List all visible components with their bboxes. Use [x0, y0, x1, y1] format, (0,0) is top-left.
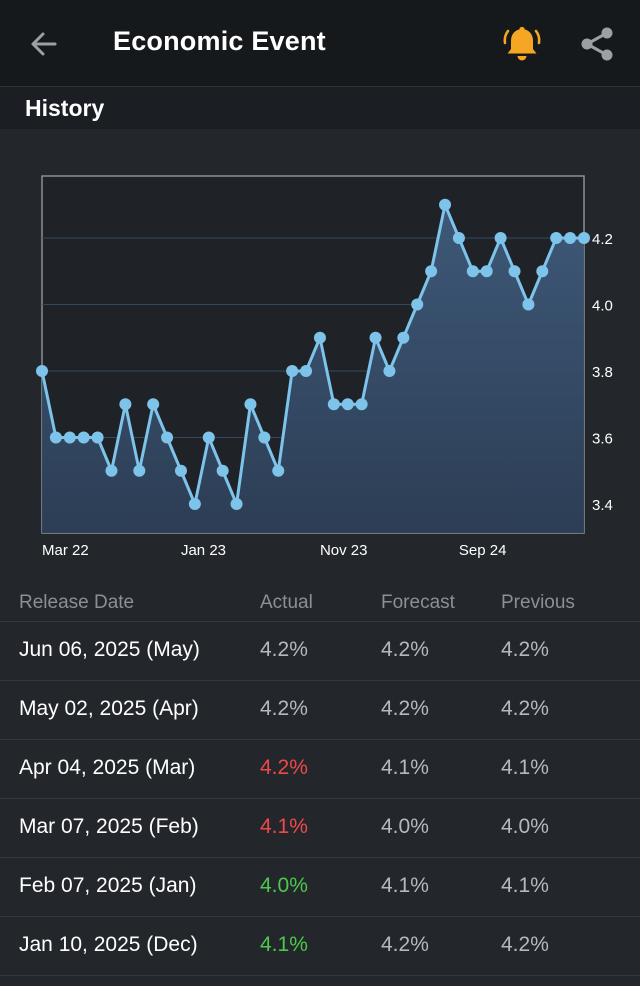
data-point[interactable]	[383, 365, 396, 377]
data-point[interactable]	[147, 398, 160, 411]
table-row[interactable]: Jun 06, 2025 (May) 4.2% 4.2% 4.2%	[0, 622, 640, 681]
data-point[interactable]	[161, 431, 174, 444]
series-line	[40, 203, 584, 506]
table-header: Release Date Actual Forecast Previous	[0, 584, 640, 622]
section-header: History	[0, 87, 640, 129]
data-point[interactable]	[258, 431, 271, 444]
forecast-value: 4.2%	[381, 697, 429, 720]
data-point[interactable]	[341, 398, 354, 411]
data-point[interactable]	[174, 464, 187, 477]
data-point[interactable]	[578, 232, 590, 244]
data-point[interactable]	[202, 431, 215, 444]
data-point[interactable]	[327, 398, 340, 411]
release-date: Apr 04, 2025 (Mar)	[19, 756, 196, 779]
app-bar: Economic Event	[0, 0, 640, 87]
x-tick-label: Sep 24	[459, 542, 507, 559]
actual-value: 4.2%	[260, 638, 308, 661]
release-date: Jan 10, 2025 (Dec)	[19, 933, 198, 956]
data-point[interactable]	[466, 265, 479, 278]
x-tick-label: Mar 22	[42, 542, 89, 559]
y-tick-label: 3.4	[592, 497, 613, 514]
data-point[interactable]	[494, 232, 507, 244]
data-point[interactable]	[480, 265, 493, 278]
table-row[interactable]: Apr 04, 2025 (Mar) 4.2% 4.1% 4.1%	[0, 740, 640, 799]
history-table: Release Date Actual Forecast Previous Ju…	[0, 584, 640, 976]
data-point[interactable]	[411, 298, 424, 311]
data-point[interactable]	[313, 331, 326, 344]
series-area	[42, 204, 584, 533]
previous-value: 4.1%	[501, 874, 549, 897]
data-point[interactable]	[244, 398, 257, 411]
data-point[interactable]	[36, 365, 48, 377]
header-release-date: Release Date	[19, 592, 135, 613]
data-point[interactable]	[272, 464, 285, 477]
previous-value: 4.2%	[501, 697, 549, 720]
previous-value: 4.0%	[501, 815, 549, 838]
history-chart-svg: 4.2 4.0 3.8 3.6 3.4 Mar 22 Jan 23 Nov 23 Sep 24	[36, 175, 613, 559]
page-title: Economic Event	[113, 26, 326, 56]
data-point[interactable]	[452, 232, 465, 244]
previous-value: 4.2%	[501, 933, 549, 956]
table-row[interactable]: Jan 10, 2025 (Dec) 4.1% 4.2% 4.2%	[0, 917, 640, 976]
data-point[interactable]	[300, 365, 313, 377]
arrow-left-icon[interactable]	[28, 28, 60, 60]
table-row[interactable]: May 02, 2025 (Apr) 4.2% 4.2% 4.2%	[0, 681, 640, 740]
history-chart: 4.2 4.0 3.8 3.6 3.4 Mar 22 Jan 23 Nov 23 Sep 24	[0, 130, 640, 575]
data-point[interactable]	[216, 464, 229, 477]
release-date: Feb 07, 2025 (Jan)	[19, 874, 197, 897]
x-tick-label: Nov 23	[320, 542, 368, 559]
bell-icon[interactable]	[500, 22, 544, 66]
header-forecast: Forecast	[381, 592, 455, 613]
data-point[interactable]	[119, 398, 132, 411]
data-point[interactable]	[355, 398, 368, 411]
previous-value: 4.2%	[501, 638, 549, 661]
header-previous: Previous	[501, 592, 575, 613]
forecast-value: 4.1%	[381, 874, 429, 897]
data-point[interactable]	[188, 498, 201, 510]
x-tick-label: Jan 23	[181, 542, 226, 559]
y-tick-label: 3.8	[592, 364, 613, 381]
previous-value: 4.1%	[501, 756, 549, 779]
release-date: May 02, 2025 (Apr)	[19, 697, 199, 720]
release-date: Jun 06, 2025 (May)	[19, 638, 200, 661]
table-row[interactable]: Feb 07, 2025 (Jan) 4.0% 4.1% 4.1%	[0, 858, 640, 917]
actual-value: 4.0%	[260, 874, 308, 897]
data-point[interactable]	[425, 265, 438, 278]
data-point[interactable]	[49, 431, 62, 444]
data-point[interactable]	[564, 232, 577, 244]
y-tick-label: 3.6	[592, 431, 613, 448]
data-point[interactable]	[77, 431, 90, 444]
data-point[interactable]	[105, 464, 118, 477]
forecast-value: 4.0%	[381, 815, 429, 838]
share-icon[interactable]	[578, 25, 616, 63]
data-point[interactable]	[286, 365, 299, 377]
actual-value: 4.1%	[260, 933, 308, 956]
actual-value: 4.1%	[260, 815, 308, 838]
forecast-value: 4.2%	[381, 933, 429, 956]
data-point[interactable]	[397, 331, 410, 344]
y-tick-label: 4.0	[592, 298, 613, 315]
data-point[interactable]	[536, 265, 549, 278]
data-point[interactable]	[508, 265, 521, 278]
data-point[interactable]	[63, 431, 76, 444]
actual-value: 4.2%	[260, 697, 308, 720]
data-point[interactable]	[230, 498, 243, 510]
data-point[interactable]	[133, 464, 146, 477]
data-point[interactable]	[369, 331, 382, 344]
section-title: History	[25, 95, 105, 121]
data-point[interactable]	[91, 431, 104, 444]
forecast-value: 4.1%	[381, 756, 429, 779]
data-point[interactable]	[522, 298, 535, 311]
y-tick-label: 4.2	[592, 231, 613, 248]
data-point[interactable]	[439, 198, 452, 211]
header-actual: Actual	[260, 592, 313, 613]
forecast-value: 4.2%	[381, 638, 429, 661]
data-point[interactable]	[550, 232, 563, 244]
table-row[interactable]: Mar 07, 2025 (Feb) 4.1% 4.0% 4.0%	[0, 799, 640, 858]
actual-value: 4.2%	[260, 756, 308, 779]
release-date: Mar 07, 2025 (Feb)	[19, 815, 199, 838]
